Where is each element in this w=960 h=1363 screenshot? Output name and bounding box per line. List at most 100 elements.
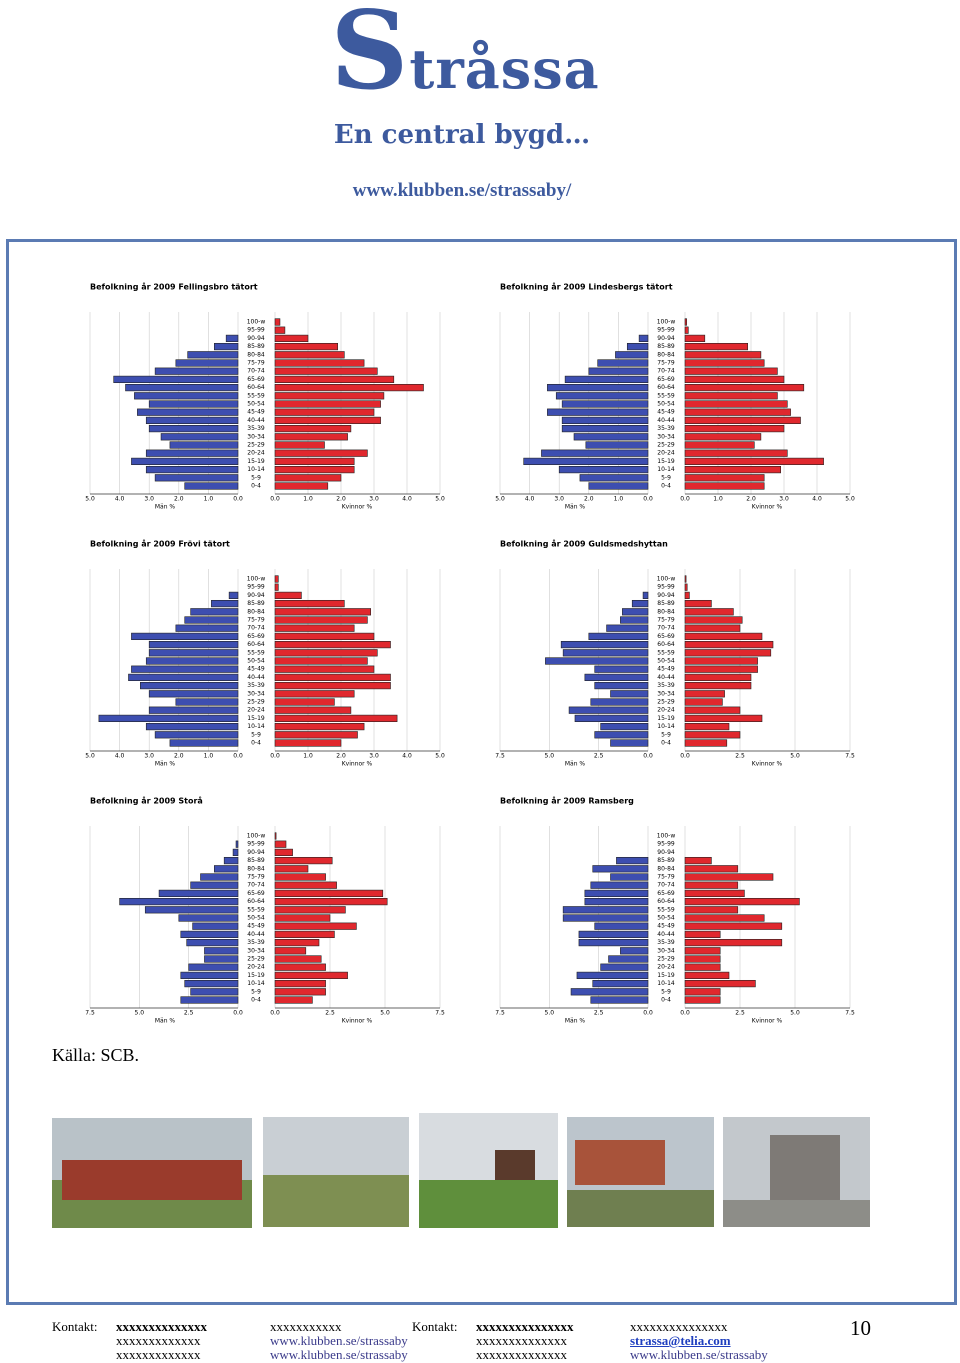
bar xyxy=(274,873,326,881)
category-label: 100-w xyxy=(247,319,266,326)
bar xyxy=(145,657,239,665)
category-label: 45-49 xyxy=(247,666,265,673)
category-label: 70-74 xyxy=(657,368,675,375)
x-tick-label: 5.0 xyxy=(380,1010,390,1017)
photo-ground xyxy=(263,1175,409,1227)
category-label: 90-94 xyxy=(657,592,675,599)
bar xyxy=(684,963,721,971)
bar xyxy=(274,665,375,673)
bar xyxy=(180,930,239,938)
category-label: 95-99 xyxy=(657,584,675,591)
bar xyxy=(684,897,800,906)
x-tick-label: 4.0 xyxy=(402,753,412,760)
bar xyxy=(148,690,239,698)
bar xyxy=(145,722,239,731)
bar xyxy=(190,988,239,996)
category-label: 75-79 xyxy=(247,874,265,881)
bar xyxy=(576,971,649,979)
page-number: 10 xyxy=(850,1316,871,1340)
bar xyxy=(274,690,355,698)
x-tick-label: 4.0 xyxy=(115,753,125,760)
axis-label: Kvinnor % xyxy=(342,1018,373,1025)
category-label: 30-34 xyxy=(247,947,265,954)
category-label: 20-24 xyxy=(247,450,265,457)
bar xyxy=(274,889,384,897)
footer-text: xxxxxxxxxxxxxx xyxy=(476,1333,567,1348)
bar xyxy=(274,640,391,649)
footer-text[interactable]: www.klubben.se/strassaby xyxy=(630,1347,768,1362)
category-label: 25-29 xyxy=(657,699,675,706)
bar xyxy=(588,632,649,640)
bar xyxy=(684,342,749,351)
category-label: 40-44 xyxy=(657,674,675,681)
x-tick-label: 7.5 xyxy=(85,1010,95,1017)
category-label: 10-14 xyxy=(247,723,265,730)
bar xyxy=(274,938,320,947)
category-label: 5-9 xyxy=(251,474,261,481)
x-tick-label: 2.0 xyxy=(584,496,594,503)
axis-label: Män % xyxy=(155,761,176,768)
bar xyxy=(684,673,752,681)
category-label: 85-89 xyxy=(657,343,675,350)
bar xyxy=(274,649,378,657)
bar xyxy=(684,979,756,988)
x-tick-label: 5.0 xyxy=(135,1010,145,1017)
bar xyxy=(188,963,239,971)
category-label: 95-99 xyxy=(247,327,265,334)
footer-text[interactable]: www.klubben.se/strassaby xyxy=(270,1347,408,1362)
category-label: 100-w xyxy=(657,576,676,583)
x-tick-label: 2.0 xyxy=(174,496,184,503)
bar xyxy=(154,731,239,739)
bar xyxy=(684,367,778,375)
bar xyxy=(684,731,741,739)
bar xyxy=(594,731,649,739)
category-label: 20-24 xyxy=(247,964,265,971)
bar xyxy=(274,632,375,640)
x-tick-label: 5.0 xyxy=(545,1010,555,1017)
category-label: 40-44 xyxy=(247,931,265,938)
category-label: 15-19 xyxy=(657,458,675,465)
category-label: 80-84 xyxy=(657,608,675,615)
bar xyxy=(274,979,326,988)
bar xyxy=(610,873,649,881)
footer-text[interactable]: www.klubben.se/strassaby xyxy=(270,1333,408,1348)
url[interactable]: www.klubben.se/strassaby/ xyxy=(352,180,572,201)
category-label: 0-4 xyxy=(251,740,261,747)
category-label: 80-84 xyxy=(247,351,265,358)
bar xyxy=(274,722,365,731)
bar xyxy=(204,947,239,955)
category-label: 80-84 xyxy=(247,608,265,615)
bar xyxy=(684,326,689,334)
category-label: 35-39 xyxy=(657,682,675,689)
bar xyxy=(608,955,649,963)
x-tick-label: 2.5 xyxy=(735,753,745,760)
bar xyxy=(214,342,239,351)
x-tick-label: 5.0 xyxy=(435,496,445,503)
x-tick-label: 5.0 xyxy=(435,753,445,760)
bar xyxy=(684,889,745,897)
bar xyxy=(186,938,239,947)
bar xyxy=(274,326,286,334)
bar xyxy=(684,334,706,343)
footer-text[interactable]: strassa@telia.com xyxy=(630,1333,731,1348)
bar xyxy=(274,914,331,922)
bar xyxy=(684,665,758,673)
category-label: 35-39 xyxy=(247,425,265,432)
footer-text: xxxxxxxxxxxxxxx xyxy=(630,1319,728,1334)
category-label: 65-69 xyxy=(657,890,675,897)
x-tick-label: 2.0 xyxy=(336,753,346,760)
category-label: 70-74 xyxy=(657,882,675,889)
category-label: 50-54 xyxy=(247,915,265,922)
bar xyxy=(274,906,346,914)
bar xyxy=(274,947,307,955)
bar xyxy=(574,714,649,722)
category-label: 10-14 xyxy=(247,466,265,473)
category-label: 100-w xyxy=(247,833,266,840)
bar xyxy=(175,624,239,632)
category-label: 5-9 xyxy=(251,731,261,738)
bar xyxy=(148,640,239,649)
bar xyxy=(274,575,279,583)
bar xyxy=(274,922,357,930)
category-label: 55-59 xyxy=(247,392,265,399)
